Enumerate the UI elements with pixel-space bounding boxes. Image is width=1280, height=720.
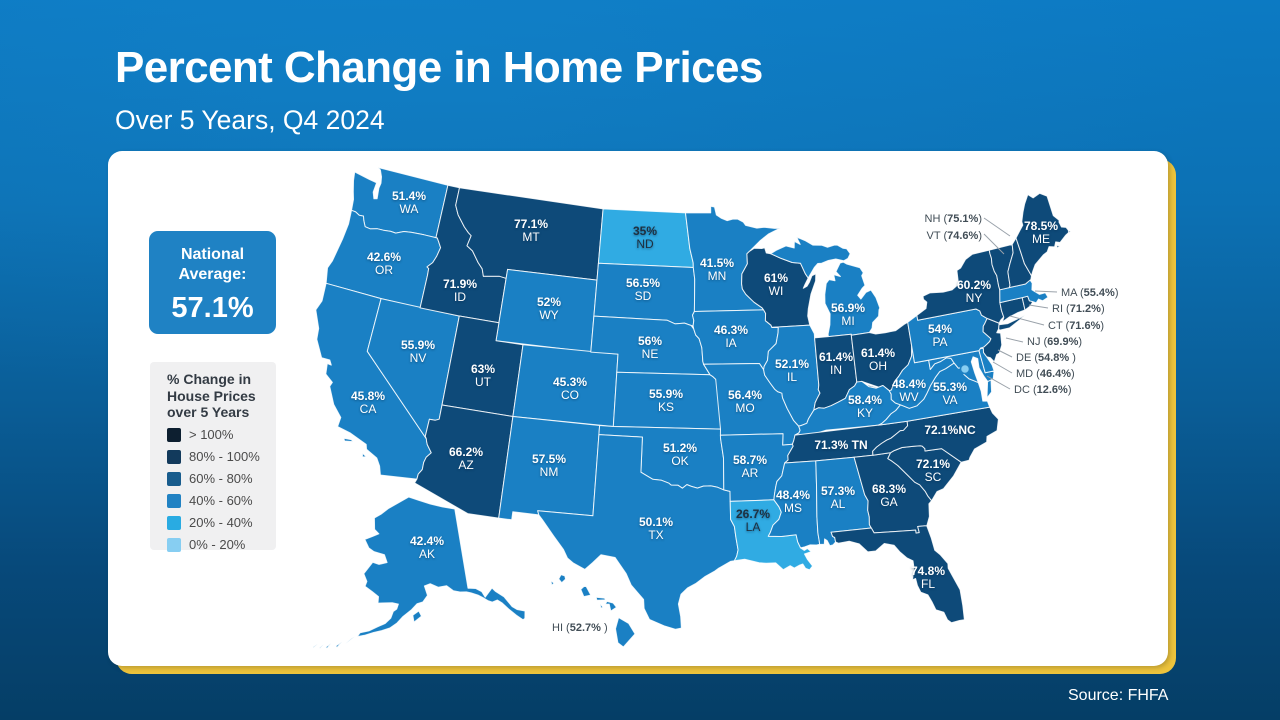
svg-text:68.3%: 68.3% <box>872 482 906 496</box>
svg-text:35%: 35% <box>633 224 657 238</box>
svg-text:MO: MO <box>735 401 754 415</box>
svg-text:51.4%: 51.4% <box>392 189 426 203</box>
svg-text:MA (55.4%): MA (55.4%) <box>1061 287 1119 299</box>
svg-text:OH: OH <box>869 359 887 373</box>
svg-text:42.6%: 42.6% <box>367 250 401 264</box>
svg-text:ID: ID <box>454 290 466 304</box>
svg-text:PA: PA <box>932 335 947 349</box>
svg-text:WY: WY <box>539 308 558 322</box>
svg-text:41.5%: 41.5% <box>700 256 734 270</box>
svg-text:CA: CA <box>360 402 377 416</box>
svg-text:ND: ND <box>636 237 654 251</box>
svg-text:56.5%: 56.5% <box>626 276 660 290</box>
svg-text:CT (71.6%): CT (71.6%) <box>1048 320 1104 332</box>
svg-text:57.3%: 57.3% <box>821 484 855 498</box>
svg-text:WA: WA <box>400 202 419 216</box>
svg-text:56.9%: 56.9% <box>831 301 865 315</box>
svg-text:46.3%: 46.3% <box>714 323 748 337</box>
svg-text:AR: AR <box>742 466 759 480</box>
svg-text:55.9%: 55.9% <box>401 338 435 352</box>
svg-text:50.1%: 50.1% <box>639 515 673 529</box>
svg-text:NE: NE <box>642 347 659 361</box>
svg-text:NV: NV <box>410 351 427 365</box>
svg-text:52%: 52% <box>537 295 561 309</box>
svg-text:AZ: AZ <box>458 458 473 472</box>
svg-text:CO: CO <box>561 388 579 402</box>
svg-text:MT: MT <box>522 230 540 244</box>
svg-text:HI (52.7% ): HI (52.7% ) <box>552 622 608 634</box>
svg-text:IN: IN <box>830 363 842 377</box>
svg-text:58.4%: 58.4% <box>848 393 882 407</box>
svg-text:UT: UT <box>475 375 492 389</box>
svg-text:NM: NM <box>540 465 559 479</box>
svg-text:GA: GA <box>880 495 897 509</box>
svg-text:MS: MS <box>784 501 802 515</box>
svg-text:OR: OR <box>375 263 393 277</box>
svg-text:71.9%: 71.9% <box>443 277 477 291</box>
svg-text:IA: IA <box>725 336 736 350</box>
svg-text:ME: ME <box>1032 232 1050 246</box>
svg-text:42.4%: 42.4% <box>410 534 444 548</box>
svg-text:72.1%NC: 72.1%NC <box>924 423 976 437</box>
svg-text:61.4%: 61.4% <box>819 350 853 364</box>
svg-text:61.4%: 61.4% <box>861 346 895 360</box>
svg-text:WI: WI <box>769 284 784 298</box>
svg-text:LA: LA <box>746 520 761 534</box>
svg-text:72.1%: 72.1% <box>916 457 950 471</box>
svg-text:IL: IL <box>787 370 797 384</box>
svg-text:74.8%: 74.8% <box>911 564 945 578</box>
svg-text:57.5%: 57.5% <box>532 452 566 466</box>
svg-text:NJ (69.9%): NJ (69.9%) <box>1027 336 1082 348</box>
svg-text:78.5%: 78.5% <box>1024 219 1058 233</box>
svg-text:55.3%: 55.3% <box>933 380 967 394</box>
svg-text:SD: SD <box>635 289 652 303</box>
svg-text:58.7%: 58.7% <box>733 453 767 467</box>
svg-text:26.7%: 26.7% <box>736 507 770 521</box>
svg-text:MI: MI <box>841 314 854 328</box>
svg-text:KS: KS <box>658 400 674 414</box>
svg-text:63%: 63% <box>471 362 495 376</box>
svg-text:61%: 61% <box>764 271 788 285</box>
svg-text:NH (75.1%): NH (75.1%) <box>925 213 982 225</box>
svg-text:DE (54.8% ): DE (54.8% ) <box>1016 352 1076 364</box>
svg-text:66.2%: 66.2% <box>449 445 483 459</box>
svg-text:54%: 54% <box>928 322 952 336</box>
svg-text:VT (74.6%): VT (74.6%) <box>927 230 982 242</box>
svg-text:KY: KY <box>857 406 873 420</box>
svg-text:48.4%: 48.4% <box>776 488 810 502</box>
svg-text:MN: MN <box>708 269 727 283</box>
svg-text:VA: VA <box>942 393 957 407</box>
svg-text:52.1%: 52.1% <box>775 357 809 371</box>
svg-text:77.1%: 77.1% <box>514 217 548 231</box>
svg-text:NY: NY <box>966 291 983 305</box>
svg-text:55.9%: 55.9% <box>649 387 683 401</box>
svg-text:SC: SC <box>925 470 942 484</box>
svg-text:TX: TX <box>648 528 663 542</box>
svg-text:AK: AK <box>419 547 435 561</box>
svg-text:60.2%: 60.2% <box>957 278 991 292</box>
svg-text:WV: WV <box>899 390 918 404</box>
svg-text:AL: AL <box>831 497 846 511</box>
svg-text:DC (12.6%): DC (12.6%) <box>1014 384 1071 396</box>
svg-text:45.3%: 45.3% <box>553 375 587 389</box>
svg-text:48.4%: 48.4% <box>892 377 926 391</box>
svg-text:FL: FL <box>921 577 935 591</box>
svg-text:OK: OK <box>671 454 688 468</box>
svg-text:71.3% TN: 71.3% TN <box>814 438 867 452</box>
svg-text:56.4%: 56.4% <box>728 388 762 402</box>
svg-text:RI (71.2%): RI (71.2%) <box>1052 303 1105 315</box>
svg-text:45.8%: 45.8% <box>351 389 385 403</box>
svg-text:51.2%: 51.2% <box>663 441 697 455</box>
svg-text:56%: 56% <box>638 334 662 348</box>
svg-text:MD (46.4%): MD (46.4%) <box>1016 368 1075 380</box>
